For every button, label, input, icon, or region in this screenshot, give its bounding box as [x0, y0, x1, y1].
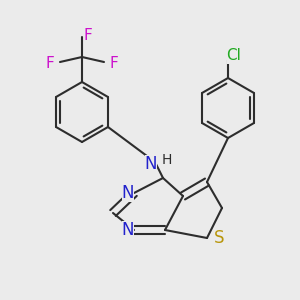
Text: F: F [46, 56, 54, 71]
Text: S: S [214, 229, 224, 247]
Text: F: F [110, 56, 118, 71]
Text: N: N [122, 221, 134, 239]
Text: H: H [162, 153, 172, 167]
Text: F: F [84, 28, 92, 43]
Text: N: N [145, 155, 157, 173]
Text: Cl: Cl [226, 49, 242, 64]
Text: N: N [122, 184, 134, 202]
